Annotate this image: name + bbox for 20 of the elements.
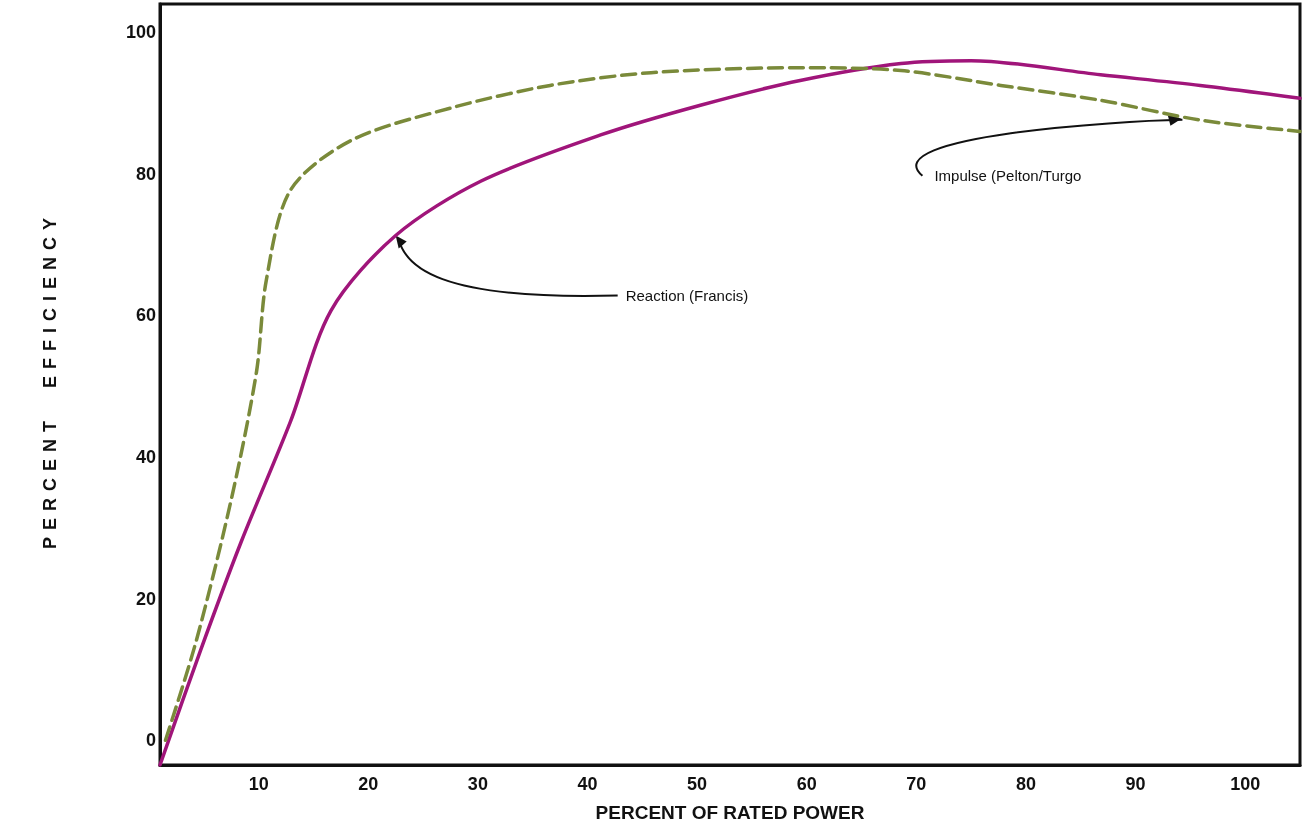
y-tick-label: 20 [135,588,156,609]
x-axis-title: PERCENT OF RATED POWER [595,802,865,823]
y-tick-label: 60 [135,305,156,326]
y-tick-label: 80 [135,163,156,184]
annotation: Impulse (Pelton/Turgo [934,167,1082,185]
y-axis-title: PERCENT EFFICIENCY [39,210,61,550]
y-tick-label: 40 [135,447,156,468]
x-tick-label: 90 [1125,774,1146,794]
x-tick-label: 100 [1230,774,1261,794]
x-tick-label: 80 [1015,774,1036,794]
annotation: Reaction (Francis) [625,286,749,304]
y-tick-label: 0 [145,730,156,751]
x-tick-label: 70 [906,774,927,794]
x-tick-label: 60 [796,774,817,794]
x-tick-label: 30 [467,774,488,794]
x-tick-label: 50 [687,774,708,794]
y-tick-label: 100 [125,22,156,43]
x-tick-label: 10 [248,774,269,794]
x-tick-label: 20 [358,774,379,794]
x-tick-label: 40 [577,774,598,794]
